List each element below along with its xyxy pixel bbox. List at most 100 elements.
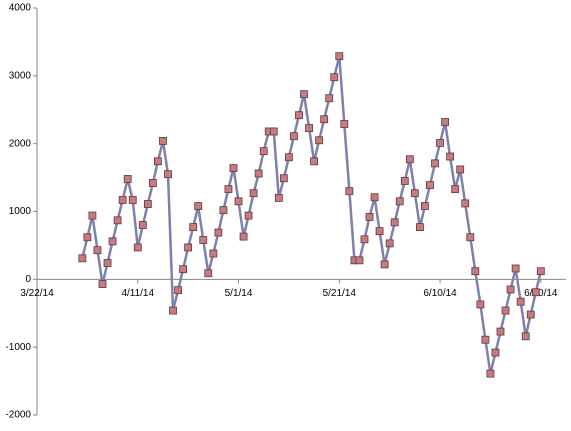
data-point bbox=[164, 170, 172, 179]
data-point bbox=[269, 127, 278, 136]
data-point bbox=[285, 153, 293, 162]
data-point bbox=[204, 269, 213, 278]
data-point bbox=[88, 211, 97, 220]
data-point bbox=[345, 187, 354, 196]
data-point bbox=[259, 147, 268, 156]
x-tick-label: 5/21/14 bbox=[323, 288, 357, 299]
data-point bbox=[103, 259, 112, 267]
data-point bbox=[244, 211, 253, 220]
data-point bbox=[214, 228, 223, 237]
data-point bbox=[360, 235, 369, 244]
data-point bbox=[108, 237, 117, 246]
data-point bbox=[320, 115, 329, 124]
data-point bbox=[300, 90, 308, 99]
x-tick-label: 5/1/14 bbox=[225, 288, 253, 299]
data-point bbox=[128, 196, 137, 204]
data-point bbox=[421, 202, 429, 210]
x-tick-label: 6/10/14 bbox=[423, 288, 457, 299]
y-tick-label: 4000 bbox=[9, 3, 32, 14]
data-point bbox=[385, 239, 394, 248]
data-point bbox=[536, 267, 545, 276]
data-point bbox=[476, 300, 485, 309]
y-tick-label: 2000 bbox=[9, 138, 32, 149]
data-point bbox=[506, 285, 515, 294]
data-point bbox=[93, 246, 102, 255]
data-point bbox=[405, 155, 414, 164]
data-point bbox=[501, 306, 510, 315]
data-point bbox=[466, 233, 475, 242]
data-point bbox=[229, 164, 238, 172]
data-point bbox=[496, 327, 505, 336]
data-point bbox=[325, 94, 334, 103]
data-point bbox=[431, 159, 439, 168]
data-point bbox=[83, 233, 92, 242]
x-tick-label: 3/22/14 bbox=[20, 288, 54, 299]
data-point bbox=[148, 179, 157, 187]
data-point bbox=[123, 175, 132, 183]
data-point bbox=[390, 218, 399, 227]
data-point bbox=[184, 243, 193, 252]
data-point bbox=[486, 369, 495, 378]
data-point bbox=[335, 52, 344, 61]
data-point bbox=[516, 297, 525, 306]
data-point bbox=[254, 169, 263, 178]
data-point bbox=[239, 232, 248, 241]
data-point bbox=[174, 286, 182, 295]
data-point bbox=[380, 260, 389, 269]
data-point bbox=[521, 332, 530, 341]
data-point bbox=[209, 249, 218, 258]
data-point bbox=[189, 223, 198, 232]
x-tick-label: 4/11/14 bbox=[121, 288, 154, 299]
data-point bbox=[330, 73, 339, 82]
data-point bbox=[446, 152, 455, 161]
data-point bbox=[461, 199, 470, 208]
y-tick-label: 1000 bbox=[9, 206, 32, 217]
data-point bbox=[310, 157, 318, 166]
data-point bbox=[274, 194, 283, 202]
data-point bbox=[511, 264, 520, 273]
data-point bbox=[295, 111, 303, 120]
data-point bbox=[355, 256, 364, 265]
data-point bbox=[199, 236, 208, 244]
data-point bbox=[133, 243, 142, 252]
data-point bbox=[194, 202, 203, 210]
y-tick-label: 0 bbox=[25, 274, 31, 285]
series-line bbox=[81, 55, 543, 374]
data-point bbox=[415, 223, 424, 232]
x-tick-label: 6/30/14 bbox=[524, 288, 558, 299]
data-point bbox=[113, 216, 122, 225]
data-point bbox=[481, 335, 490, 344]
data-point bbox=[305, 124, 313, 132]
data-point bbox=[365, 213, 374, 221]
data-point bbox=[78, 254, 87, 263]
data-point bbox=[159, 137, 167, 145]
data-point bbox=[224, 185, 233, 194]
data-point bbox=[118, 196, 127, 204]
data-point bbox=[179, 265, 188, 274]
data-point bbox=[471, 267, 480, 276]
data-point bbox=[315, 136, 324, 145]
data-point bbox=[143, 200, 152, 208]
data-point bbox=[154, 157, 162, 166]
data-point bbox=[234, 197, 243, 206]
data-point bbox=[410, 189, 419, 198]
data-point bbox=[491, 348, 500, 357]
data-point bbox=[395, 197, 404, 206]
data-point bbox=[436, 139, 444, 147]
data-point bbox=[249, 189, 258, 198]
data-point bbox=[290, 132, 298, 141]
data-point bbox=[531, 288, 540, 297]
data-point bbox=[169, 306, 177, 315]
data-point bbox=[219, 206, 228, 215]
data-point bbox=[441, 118, 449, 126]
data-point bbox=[340, 120, 349, 128]
data-point bbox=[451, 185, 460, 194]
data-point bbox=[138, 221, 147, 229]
data-point bbox=[456, 165, 465, 174]
y-tick-label: -2000 bbox=[5, 410, 31, 421]
data-point bbox=[279, 174, 288, 183]
data-point bbox=[98, 280, 107, 288]
data-point bbox=[370, 193, 379, 202]
data-point bbox=[400, 177, 409, 185]
